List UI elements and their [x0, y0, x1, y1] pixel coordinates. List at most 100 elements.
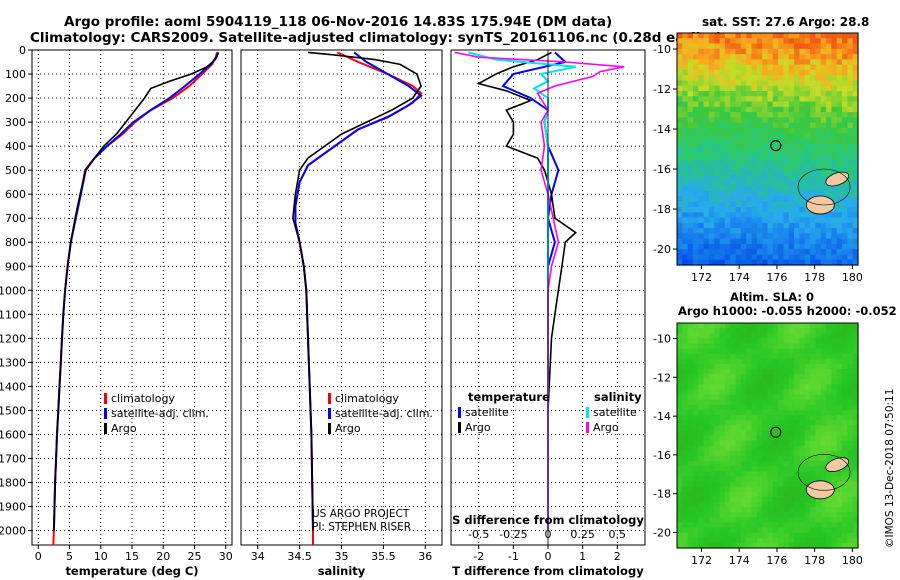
map-y-tick-label: -16	[653, 449, 671, 462]
map-cell	[842, 399, 848, 406]
map-cell	[826, 527, 832, 534]
x-tick-label: 10	[94, 550, 108, 563]
y-tick-label: 1900	[0, 501, 26, 514]
map-cell	[682, 435, 689, 442]
map-cell	[767, 466, 774, 472]
map-cell	[682, 122, 689, 129]
map-cell	[724, 471, 731, 477]
map-cell	[677, 481, 683, 488]
map-cell	[788, 404, 795, 411]
map-cell	[730, 112, 737, 118]
map-cell	[778, 471, 784, 477]
map-cell	[693, 117, 699, 124]
map-cell	[724, 404, 731, 411]
map-cell	[693, 323, 699, 329]
map-cell	[730, 207, 737, 213]
map-cell	[756, 201, 763, 208]
map-cell	[794, 112, 800, 118]
map-cell	[842, 404, 848, 411]
map-cell	[756, 517, 763, 523]
map-cell	[724, 399, 731, 406]
map-cell	[751, 399, 758, 406]
map-cell	[772, 85, 779, 92]
map-cell	[794, 228, 800, 234]
map-cell	[810, 54, 816, 60]
map-cell	[842, 476, 848, 483]
map-cell	[836, 207, 843, 213]
map-cell	[831, 233, 838, 240]
map-cell	[756, 217, 763, 224]
map-cell	[783, 384, 790, 391]
map-cell	[820, 409, 827, 416]
map-cell	[815, 212, 822, 219]
map-cell	[724, 486, 731, 493]
map-cell	[730, 69, 737, 76]
map-cell	[762, 542, 769, 549]
map-cell	[842, 80, 848, 87]
map-cell	[719, 191, 726, 198]
map-cell	[714, 425, 721, 431]
map-cell	[724, 75, 731, 82]
map-cell	[847, 404, 854, 411]
map-cell	[767, 409, 774, 416]
map-cell	[767, 101, 774, 108]
map-cell	[799, 476, 806, 483]
map-cell	[836, 369, 843, 375]
map-cell	[740, 440, 747, 447]
map-cell	[740, 420, 747, 426]
map-cell	[788, 201, 795, 208]
map-cell	[778, 333, 784, 339]
map-cell	[698, 127, 705, 134]
map-cell	[682, 101, 689, 108]
map-cell	[767, 249, 774, 256]
map-cell	[842, 33, 848, 39]
map-cell	[810, 384, 816, 391]
map-cell	[842, 491, 848, 498]
map-cell	[693, 384, 699, 391]
map-cell	[682, 409, 689, 416]
map-cell	[708, 207, 715, 213]
map-cell	[724, 175, 731, 182]
map-cell	[756, 502, 763, 508]
map-cell	[751, 476, 758, 483]
map-cell	[762, 353, 769, 360]
map-cell	[799, 440, 806, 447]
map-cell	[719, 420, 726, 426]
map-cell	[703, 425, 710, 431]
map-cell	[677, 358, 683, 365]
map-cell	[740, 512, 747, 518]
map-cell	[714, 323, 721, 329]
map-cell	[751, 91, 758, 97]
map-cell	[719, 486, 726, 493]
map-cell	[719, 476, 726, 483]
map-cell	[677, 328, 683, 334]
map-cell	[767, 180, 774, 187]
map-cell	[778, 217, 784, 224]
map-cell	[714, 138, 721, 145]
map-cell	[719, 343, 726, 350]
y-tick-label: 1500	[0, 404, 26, 417]
map-cell	[740, 358, 747, 365]
map-cell	[719, 212, 726, 219]
map-cell	[836, 222, 843, 229]
map-cell	[831, 328, 838, 334]
map-cell	[847, 328, 854, 334]
map-cell	[751, 471, 758, 477]
map-cell	[831, 343, 838, 350]
map-cell	[698, 399, 705, 406]
map-cell	[836, 420, 843, 426]
map-cell	[772, 249, 779, 256]
map-cell	[852, 491, 859, 498]
map-cell	[682, 133, 689, 140]
map-cell	[693, 85, 699, 92]
map-cell	[810, 143, 816, 150]
map-cell	[735, 348, 742, 355]
legend-label: Argo	[465, 421, 491, 434]
map-cell	[719, 48, 726, 55]
map-cell	[794, 91, 800, 97]
map-cell	[783, 243, 790, 250]
map-cell	[794, 348, 800, 355]
map-cell	[826, 456, 832, 462]
map-cell	[762, 164, 769, 171]
map-cell	[772, 399, 779, 406]
